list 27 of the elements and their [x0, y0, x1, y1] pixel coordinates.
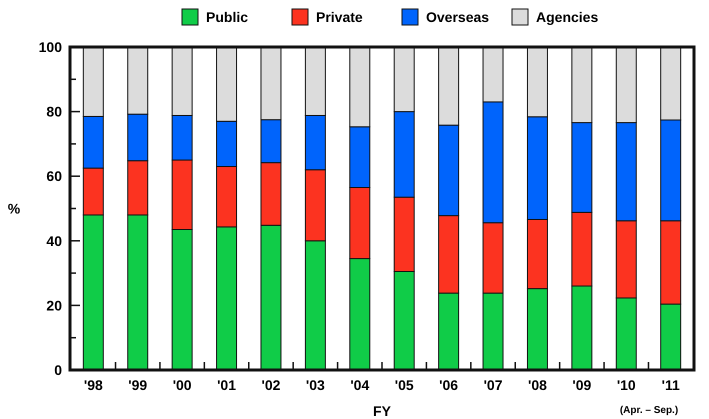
x-tick-label: '09: [572, 377, 592, 393]
x-tick-label: '00: [172, 377, 192, 393]
x-tick-label: '07: [484, 377, 503, 393]
y-tick-label: 40: [46, 232, 62, 249]
x-tick-label: '98: [84, 377, 103, 393]
x-tick-label: '03: [306, 377, 326, 393]
y-tick-label: 80: [46, 104, 62, 120]
x-tick-label: '05: [394, 377, 414, 393]
legend-label: Agencies: [536, 9, 598, 25]
legend-label: Private: [316, 9, 363, 25]
text: (Apr. – Sep.): [620, 405, 678, 416]
x-tick-label: '11: [662, 377, 680, 393]
y-tick-label: 20: [46, 297, 62, 314]
x-tick-label: '08: [528, 377, 548, 393]
y-tick-label: 0: [54, 362, 62, 378]
x-tick-label: '04: [350, 377, 370, 393]
x-tick-label: '06: [439, 377, 458, 393]
x-tick-label: '99: [128, 377, 148, 393]
x-tick-label: '02: [262, 377, 281, 393]
y-tick-label: 60: [46, 168, 62, 184]
y-tick-label: 100: [38, 39, 62, 55]
legend-label: Public: [206, 9, 248, 25]
x-tick-label: '10: [616, 377, 636, 393]
x-tick-label: '01: [217, 377, 236, 393]
legend-label: Overseas: [426, 9, 490, 25]
x-axis-title: FY: [373, 403, 392, 419]
y-axis-title: %: [8, 200, 21, 216]
